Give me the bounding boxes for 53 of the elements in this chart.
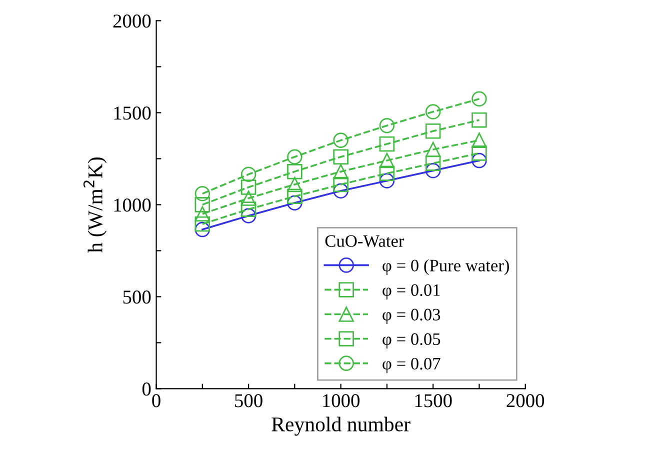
point bbox=[379, 152, 395, 168]
x-tick-label: 500 bbox=[235, 394, 262, 408]
legend-label: φ = 0.05 bbox=[382, 333, 440, 349]
point bbox=[194, 216, 210, 232]
point bbox=[287, 176, 302, 192]
point bbox=[240, 180, 256, 195]
point bbox=[379, 166, 395, 182]
legend-label: φ = 0.07 bbox=[382, 358, 440, 374]
point bbox=[287, 188, 302, 204]
point bbox=[472, 112, 487, 128]
point bbox=[287, 149, 302, 164]
point bbox=[333, 132, 348, 148]
x-tick-label: 1500 bbox=[415, 394, 452, 408]
point bbox=[379, 173, 395, 188]
y-tick-label: 500 bbox=[123, 290, 151, 304]
point bbox=[379, 136, 395, 152]
point bbox=[425, 142, 441, 158]
legend-label: φ = 0.03 bbox=[382, 308, 440, 324]
x-tick-label: 1000 bbox=[323, 394, 360, 408]
y-axis-title: h (W/m$^{2}$K) bbox=[83, 157, 107, 253]
point bbox=[333, 149, 348, 164]
point bbox=[194, 206, 210, 222]
point bbox=[287, 164, 302, 180]
point bbox=[194, 186, 210, 202]
point bbox=[425, 123, 441, 139]
point bbox=[194, 197, 210, 212]
point bbox=[240, 190, 256, 206]
x-tick-label: 0 bbox=[152, 394, 160, 408]
point bbox=[472, 132, 487, 148]
x-tick-label: 2000 bbox=[506, 394, 544, 408]
point bbox=[472, 152, 487, 168]
point bbox=[194, 222, 210, 238]
legend-title: CuO-Water bbox=[325, 235, 404, 247]
point bbox=[333, 164, 348, 180]
y-tick-label: 1000 bbox=[114, 198, 151, 212]
point bbox=[240, 208, 256, 224]
point bbox=[287, 195, 302, 210]
point bbox=[240, 166, 256, 182]
point bbox=[472, 91, 487, 107]
legend-label: φ = 0 (Pure water) bbox=[382, 259, 509, 275]
y-tick-label: 2000 bbox=[113, 14, 151, 28]
y-tick-label: 0 bbox=[142, 382, 151, 396]
x-axis-title: Reynold number bbox=[272, 416, 410, 436]
point bbox=[425, 104, 441, 120]
legend-label: φ = 0.01 bbox=[382, 284, 440, 300]
y-tick-label: 1500 bbox=[114, 106, 151, 120]
point bbox=[240, 202, 256, 217]
point bbox=[333, 183, 348, 199]
point bbox=[472, 146, 487, 161]
point bbox=[333, 176, 348, 192]
point bbox=[425, 156, 441, 171]
point bbox=[379, 118, 395, 134]
point bbox=[425, 163, 441, 178]
